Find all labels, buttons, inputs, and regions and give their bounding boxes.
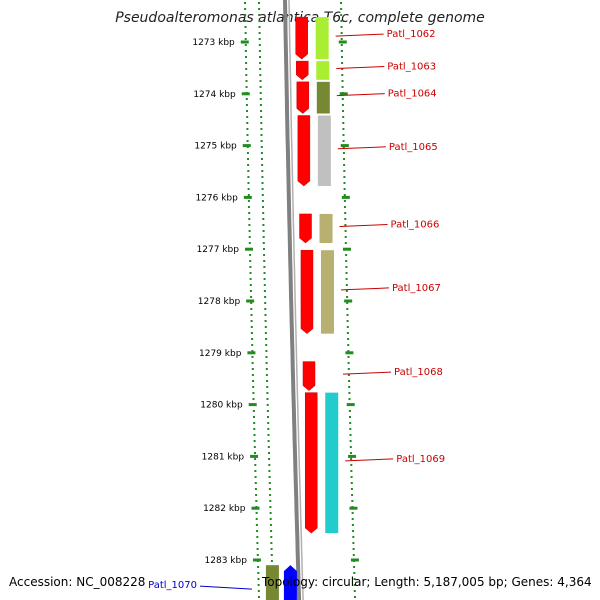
forward-gene-arrow[interactable] [299,213,312,244]
forward-gene-arrow[interactable] [296,81,310,114]
axis-tick [241,92,250,96]
axis-tick-label: 1279 kbp [199,349,242,359]
gene-feature[interactable] [299,213,333,244]
gene-label[interactable]: Patl_1064 [388,89,437,100]
inner-dotted-ring-2 [258,2,274,598]
gene-category-block [325,392,339,534]
axis-tick-label: 1280 kbp [200,401,243,411]
axis-tick-outer [346,403,355,407]
gene-category-block [316,61,330,80]
genome-backbone [282,0,302,600]
axis-tick [243,195,252,199]
forward-gene-arrow[interactable] [295,16,308,60]
axis-tick [244,247,253,251]
axis-tick [251,506,260,510]
axis-tick-label: 1281 kbp [202,452,245,462]
gene-feature[interactable] [295,16,329,60]
gene-category-block [319,213,333,244]
axis-tick-label: 1278 kbp [198,297,241,307]
axis-tick-label: 1273 kbp [192,38,235,48]
gene-feature[interactable] [296,81,330,114]
gene-label-leader [335,33,384,37]
gene-label-leader [345,458,394,462]
axis-tick [240,40,249,44]
gene-layer [265,16,339,600]
gene-label-leader [337,146,386,150]
axis-tick [242,144,251,148]
gene-feature[interactable] [265,565,297,600]
gene-feature[interactable] [297,115,331,187]
axis-tick-label: 1276 kbp [195,193,238,203]
gene-category-block [316,81,330,114]
gene-label[interactable]: Patl_1063 [387,61,436,72]
axis-tick [246,299,255,303]
axis-tick [250,454,259,458]
gene-label[interactable]: Patl_1068 [394,367,443,378]
axis-tick-outer [339,92,348,96]
gene-feature[interactable] [296,60,330,81]
gene-feature[interactable] [302,361,316,391]
axis-tick-outer [341,195,350,199]
genome-summary-text: Topology: circular; Length: 5,187,005 bp… [262,575,592,589]
gene-label[interactable]: Patl_1066 [391,219,440,230]
forward-gene-arrow[interactable] [300,249,314,334]
gene-label-leader [336,65,385,69]
axis-tick [252,558,261,562]
genome-backbone-inner [288,0,304,600]
gene-label-leader [340,287,389,291]
gene-category-block [265,565,279,600]
gene-label[interactable]: Patl_1067 [392,283,441,294]
tick-layer: 1273 kbp 1274 kbp 1275 kbp 1276 kbp 1277 kbp… [192,2,359,598]
gene-category-block [320,250,334,334]
axis-tick [248,403,257,407]
forward-gene-arrow[interactable] [296,60,309,81]
axis-tick-outer [348,454,357,458]
axis-tick-label: 1274 kbp [193,90,236,100]
gene-category-block [315,17,329,60]
axis-tick-outer [338,40,347,44]
axis-tick-outer [350,558,359,562]
axis-tick-label: 1282 kbp [203,504,246,514]
axis-tick-outer [349,506,358,510]
gene-label[interactable]: Patl_1062 [387,29,436,40]
axis-tick-outer [344,299,353,303]
gene-label[interactable]: Patl_1065 [389,142,438,153]
gene-feature[interactable] [304,392,339,534]
gene-feature[interactable] [300,249,334,334]
gene-label-leader [339,223,388,227]
axis-tick-outer [345,351,354,355]
forward-gene-arrow[interactable] [302,361,316,391]
accession-text: Accession: NC_008228 [9,575,146,589]
reverse-gene-arrow[interactable] [283,565,297,600]
axis-tick-label: 1283 kbp [205,556,248,566]
gene-label-leader [342,371,392,375]
gene-label-leader [336,93,385,97]
gene-category-block [317,115,331,187]
gene-label[interactable]: Patl_1070 [148,580,197,591]
axis-tick-label: 1277 kbp [197,245,240,255]
forward-gene-arrow[interactable] [297,115,311,187]
forward-gene-arrow[interactable] [304,392,318,534]
axis-tick-outer [340,144,349,148]
backbone-layer [282,0,304,600]
axis-tick [247,351,256,355]
gene-label-leader [199,585,252,590]
axis-tick-outer [342,247,351,251]
gene-label[interactable]: Patl_1069 [396,454,445,465]
axis-tick-label: 1275 kbp [194,142,237,152]
label-layer: Patl_1062 Patl_1063 Patl_1064 Patl_1065 Patl… [148,29,445,591]
